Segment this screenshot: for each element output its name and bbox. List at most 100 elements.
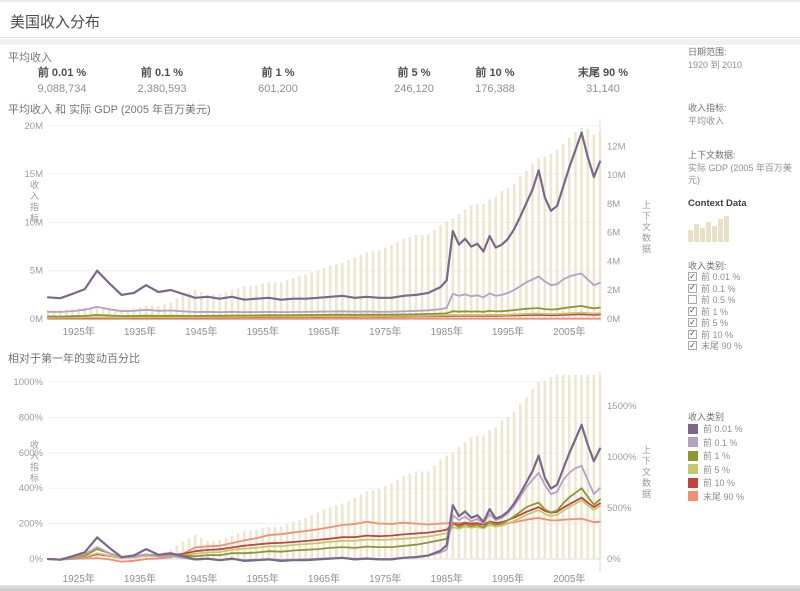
svg-text:1965年: 1965年	[308, 572, 340, 585]
checkbox-icon[interactable]: ✓	[688, 283, 697, 293]
legend-swatch	[688, 477, 698, 488]
category-checkbox-bottom-90[interactable]: ✓ 末尾 90 %	[688, 340, 742, 352]
svg-text:0M: 0M	[30, 314, 43, 325]
income-gdp-chart-plot[interactable]: 0M 5M 10M 15M 20M 0M 2M 4M 6M 8M 10M 12M 1925年 1935年 1…	[0, 114, 660, 346]
svg-text:0M: 0M	[607, 314, 620, 325]
summary-col-top-5: 前 5 % 246,120	[353, 66, 475, 97]
checkbox-icon[interactable]: ✓	[688, 306, 697, 316]
summary-col-top-1: 前 1 % 601,200	[217, 66, 339, 97]
category-checkbox-top-0-01[interactable]: ✓ 前 0.01 %	[688, 271, 742, 283]
svg-text:0%: 0%	[29, 554, 43, 565]
svg-text:15M: 15M	[25, 169, 44, 180]
legend-swatch	[688, 491, 698, 502]
svg-text:500%: 500%	[607, 503, 632, 514]
svg-text:1925年: 1925年	[63, 325, 95, 338]
category-filter-title: 收入类别:	[688, 261, 727, 271]
color-legend-list: 前 0.01 % 前 0.1 % 前 1 % 前 5 % 前 10 % 末尾 9…	[688, 422, 744, 503]
summary-col-value: 2,380,593	[137, 83, 187, 95]
summary-col-value: 176,388	[475, 83, 515, 95]
category-checkbox-top-0-1[interactable]: ✓ 前 0.1 %	[688, 283, 742, 295]
svg-text:1945年: 1945年	[185, 325, 217, 338]
svg-text:2M: 2M	[607, 285, 620, 296]
svg-text:1945年: 1945年	[185, 572, 217, 585]
summary-col-label: 前 1 %	[261, 67, 295, 79]
summary-col-value: 31,140	[586, 83, 620, 95]
svg-text:0%: 0%	[607, 554, 621, 565]
summary-col-top-10: 前 10 % 176,388	[434, 66, 556, 97]
svg-text:1955年: 1955年	[247, 572, 279, 585]
svg-text:1000%: 1000%	[13, 377, 43, 388]
context-data-label: 上下文数据:	[688, 150, 736, 160]
summary-col-label: 前 0.1 %	[140, 67, 184, 79]
checkbox-icon[interactable]: ✓	[688, 317, 697, 328]
summary-col-value: 601,200	[258, 83, 298, 95]
svg-text:600%: 600%	[19, 448, 44, 459]
svg-text:5M: 5M	[30, 266, 43, 277]
svg-text:1935年: 1935年	[124, 325, 156, 338]
category-checkbox-top-0-5[interactable]: 前 0.5 %	[688, 294, 742, 306]
svg-text:12M: 12M	[607, 141, 626, 152]
context-data-thumbnail-icon[interactable]	[688, 212, 732, 242]
title-bar: 美国收入分布	[0, 2, 800, 38]
bottom-edge-strip	[0, 585, 800, 591]
summary-col-top-0-1: 前 0.1 % 2,380,593	[101, 66, 223, 97]
legend-item-top-0-01[interactable]: 前 0.01 %	[688, 422, 744, 436]
chart2-right-axis-label: 上下文数据	[641, 445, 651, 500]
summary-col-value: 9,088,734	[37, 83, 87, 95]
date-range-value: 1920 到 2010	[688, 60, 743, 70]
svg-text:2005年: 2005年	[553, 572, 585, 585]
svg-text:1985年: 1985年	[431, 325, 463, 338]
checkbox-icon[interactable]: ✓	[688, 271, 697, 282]
category-checkbox-top-1[interactable]: ✓ 前 1 %	[688, 306, 742, 318]
category-checkbox-top-5[interactable]: ✓ 前 5 %	[688, 317, 742, 329]
svg-text:1975年: 1975年	[369, 325, 401, 338]
legend-item-top-5[interactable]: 前 5 %	[688, 463, 744, 477]
svg-text:1000%: 1000%	[607, 452, 637, 463]
svg-text:8M: 8M	[607, 199, 620, 210]
svg-text:2005年: 2005年	[553, 325, 585, 338]
checkbox-icon[interactable]: ✓	[688, 329, 697, 339]
legend-label: 前 5 %	[703, 464, 731, 475]
checkbox-label: 前 0.01 %	[701, 272, 741, 283]
legend-label: 前 1 %	[703, 451, 731, 462]
checkbox-icon[interactable]: ✓	[688, 340, 697, 351]
pct-change-chart-plot[interactable]: 0% 200% 400% 600% 800% 1000% 0% 500% 1000% 1500% 1…	[0, 362, 660, 591]
svg-text:1925年: 1925年	[63, 572, 95, 585]
checkbox-label: 前 0.5 %	[701, 295, 736, 306]
checkbox-icon[interactable]	[688, 295, 697, 305]
color-legend-title: 收入类别	[688, 412, 725, 422]
page-title: 美国收入分布	[10, 14, 101, 31]
legend-item-top-1[interactable]: 前 1 %	[688, 449, 744, 463]
legend-label: 末尾 90 %	[703, 491, 745, 502]
svg-text:4M: 4M	[607, 256, 620, 267]
svg-text:1965年: 1965年	[308, 325, 340, 338]
svg-text:10M: 10M	[607, 170, 626, 181]
svg-text:1975年: 1975年	[369, 572, 401, 585]
legend-label: 前 10 %	[703, 478, 736, 489]
svg-text:1985年: 1985年	[431, 572, 463, 585]
date-range-label: 日期范围:	[688, 47, 727, 57]
checkbox-label: 末尾 90 %	[701, 341, 743, 352]
legend-item-top-10[interactable]: 前 10 %	[688, 476, 744, 490]
summary-col-bottom-90: 末尾 90 % 31,140	[542, 66, 664, 97]
legend-swatch	[688, 450, 698, 461]
svg-text:1955年: 1955年	[247, 325, 279, 338]
svg-text:1995年: 1995年	[492, 325, 524, 338]
income-chart-title: 平均收入 和 实际 GDP (2005 年百万美元)	[8, 104, 211, 116]
svg-text:800%: 800%	[19, 412, 44, 423]
summary-col-value: 246,120	[394, 83, 434, 95]
category-checkbox-top-10[interactable]: ✓ 前 10 %	[688, 329, 742, 341]
svg-text:10M: 10M	[25, 217, 44, 228]
context-data-thumb-title: Context Data	[688, 198, 747, 209]
chart2-left-axis-label: 收入指标	[29, 440, 39, 484]
checkbox-label: 前 5 %	[701, 318, 729, 329]
summary-col-label: 末尾 90 %	[577, 67, 629, 79]
summary-col-label: 前 5 %	[397, 67, 431, 79]
legend-item-top-0-1[interactable]: 前 0.1 %	[688, 436, 744, 450]
summary-col-label: 前 10 %	[475, 67, 515, 79]
checkbox-label: 前 0.1 %	[701, 283, 736, 294]
income-metric-label: 收入指标:	[688, 103, 727, 113]
legend-item-bottom-90[interactable]: 末尾 90 %	[688, 490, 744, 504]
svg-text:1500%: 1500%	[607, 401, 637, 412]
